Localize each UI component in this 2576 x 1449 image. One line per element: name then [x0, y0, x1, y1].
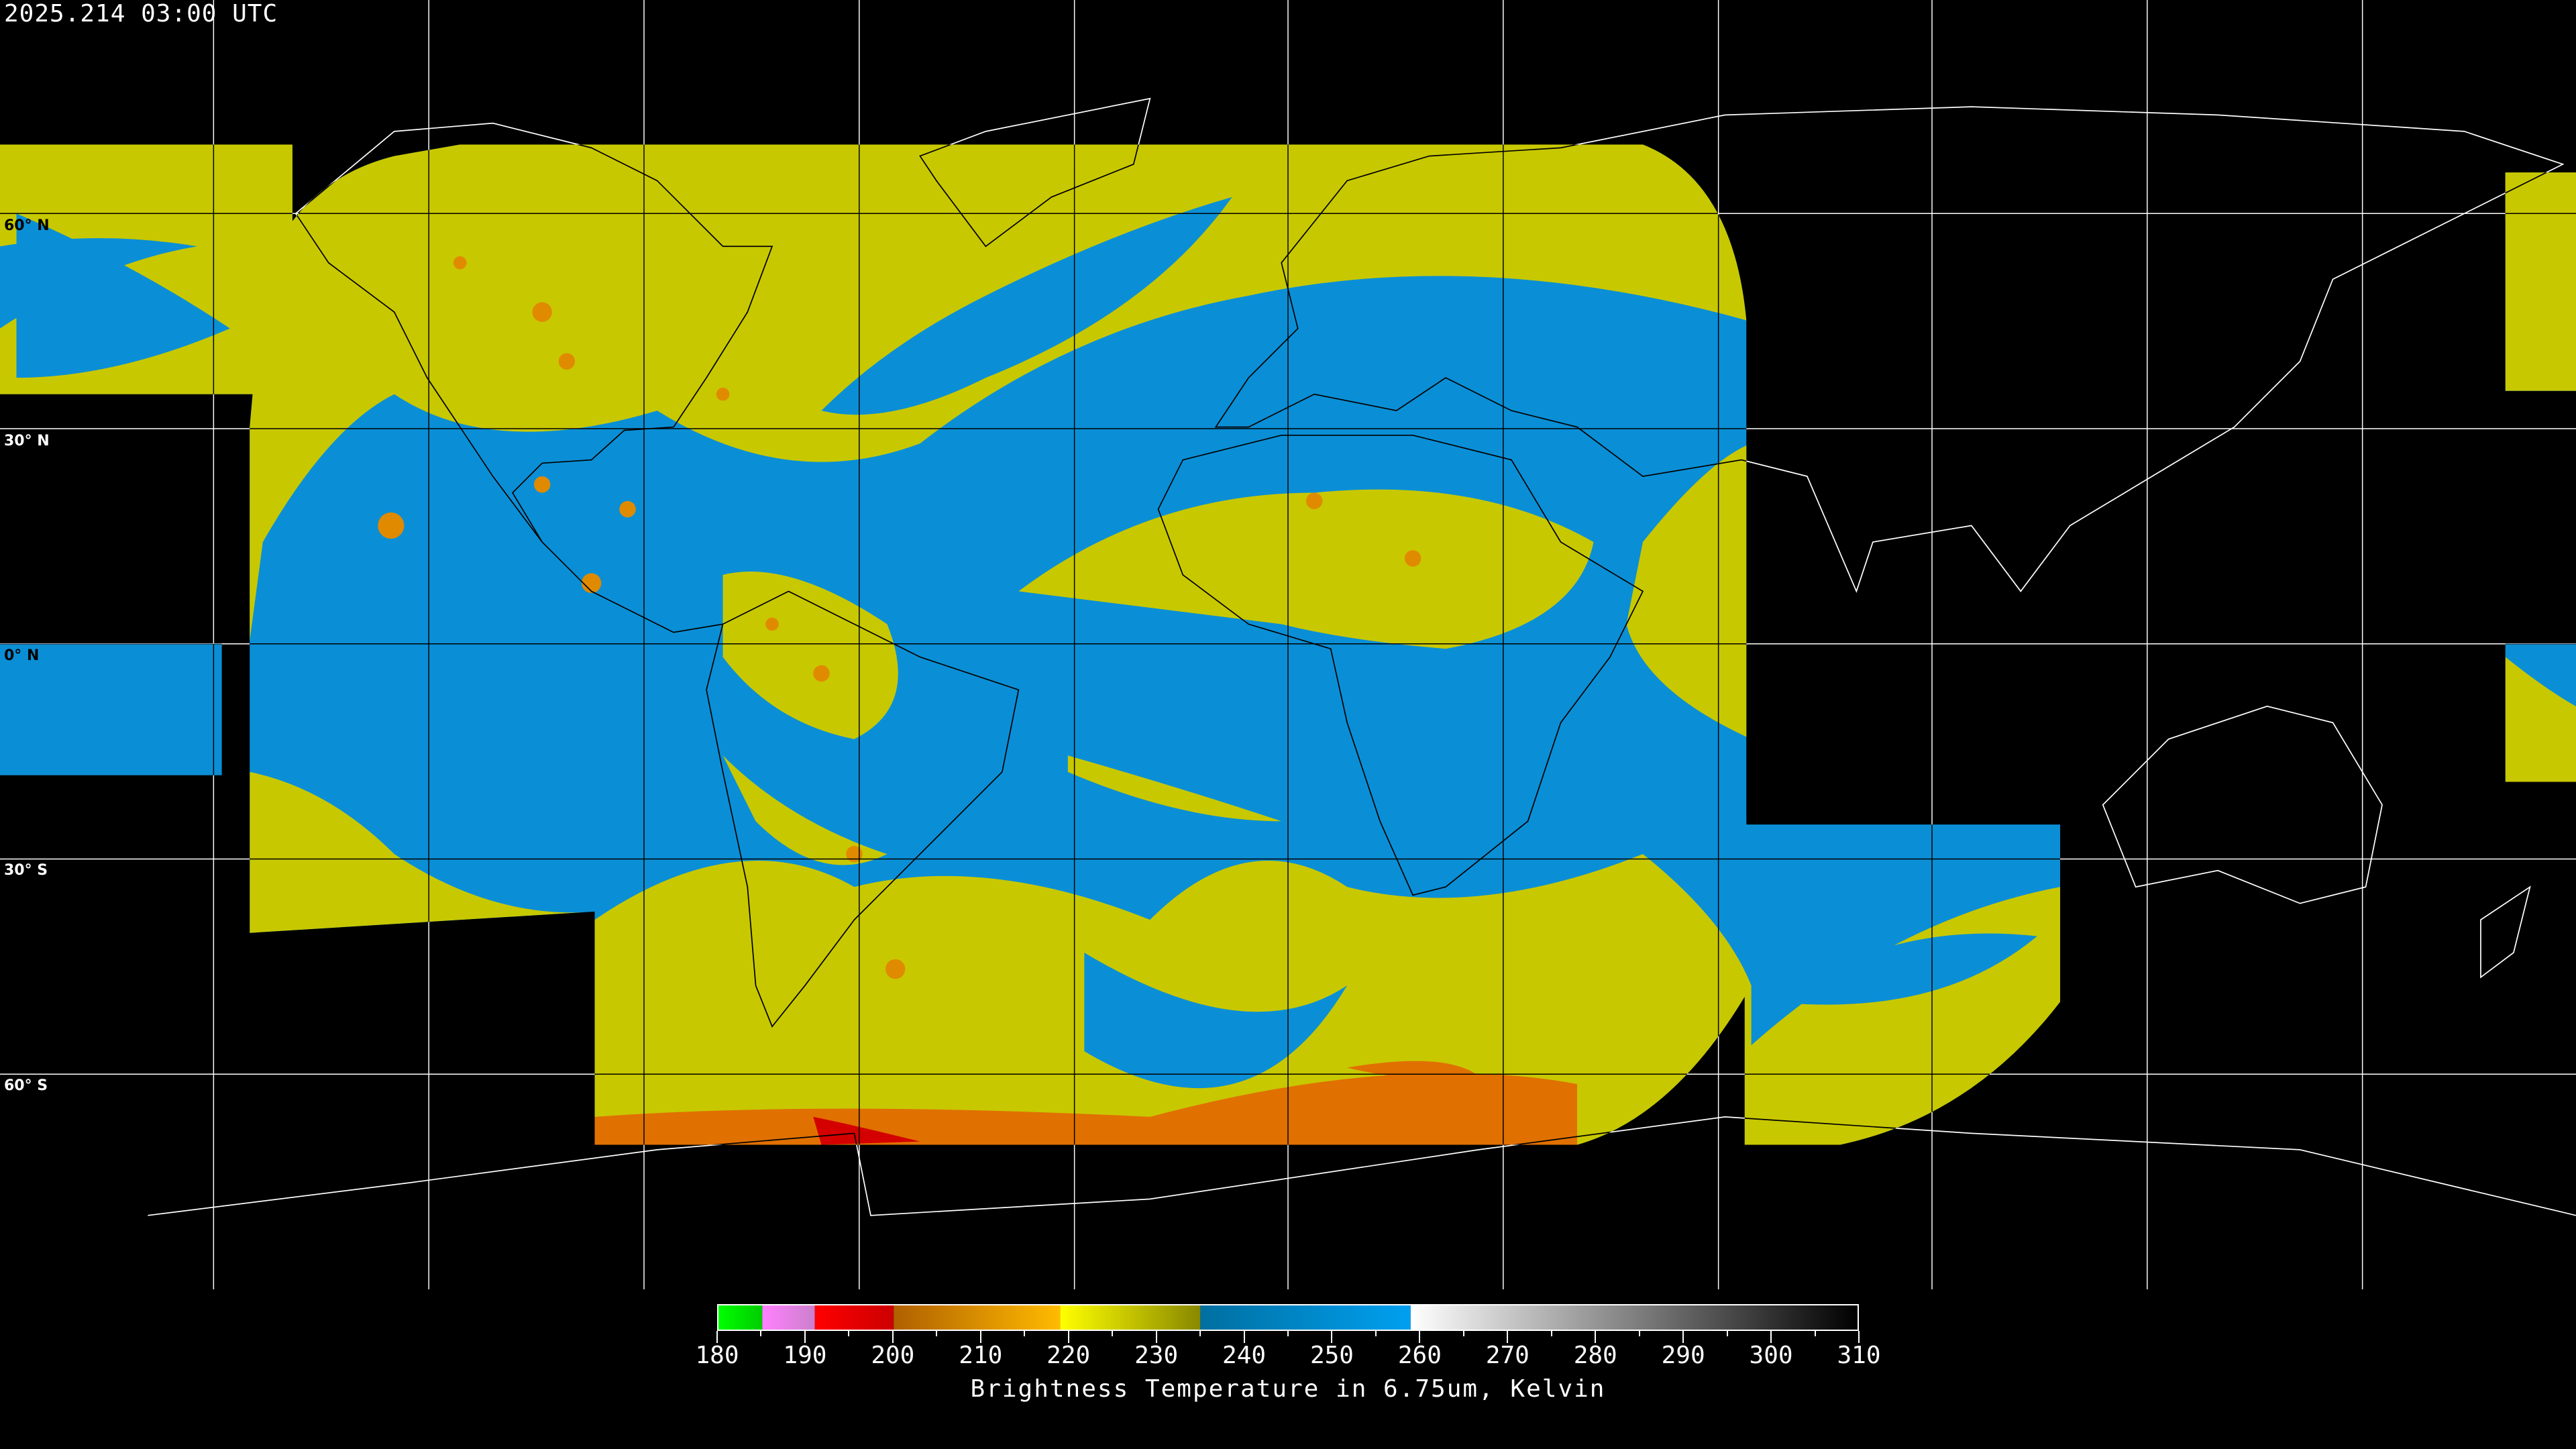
colorbar-tick — [1726, 1331, 1728, 1336]
colorbar-tick — [1638, 1331, 1640, 1336]
colorbar-tick-label: 270 — [1485, 1342, 1529, 1369]
colorbar-title: Brightness Temperature in 6.75um, Kelvin — [970, 1375, 1606, 1403]
colorbar-tick — [1462, 1331, 1464, 1336]
colorbar-tick — [1199, 1331, 1201, 1336]
colorbar-tick — [1243, 1331, 1245, 1343]
colorbar-tick — [892, 1331, 894, 1343]
colorbar-tick-label: 300 — [1749, 1342, 1793, 1369]
colorbar-tick — [936, 1331, 938, 1336]
colorbar-tick — [1112, 1331, 1114, 1336]
colorbar-tick — [1595, 1331, 1597, 1343]
colorbar-tick — [1814, 1331, 1816, 1336]
colorbar-tick-label: 240 — [1222, 1342, 1267, 1369]
colorbar — [717, 1304, 1859, 1331]
colorbar-segment — [1200, 1305, 1411, 1330]
colorbar-tick — [1155, 1331, 1157, 1343]
colorbar-tick-label: 230 — [1134, 1342, 1179, 1369]
latitude-label: 60° S — [4, 1077, 48, 1094]
colorbar-tick-label: 180 — [695, 1342, 739, 1369]
latitude-label: 30° N — [4, 432, 50, 449]
colorbar-segment — [762, 1305, 815, 1330]
satellite-imagery — [0, 144, 2576, 1145]
timestamp-label: 2025.214 03:00 UTC — [4, 0, 278, 28]
colorbar-tick — [1331, 1331, 1333, 1343]
colorbar-tick — [716, 1331, 718, 1343]
colorbar-tick-label: 200 — [871, 1342, 915, 1369]
colorbar-tick-label: 190 — [783, 1342, 827, 1369]
colorbar-tick-label: 280 — [1573, 1342, 1617, 1369]
colorbar-tick — [979, 1331, 981, 1343]
colorbar-tick — [1419, 1331, 1421, 1343]
colorbar-tick — [1770, 1331, 1772, 1343]
colorbar-tick — [1507, 1331, 1509, 1343]
colorbar-tick — [804, 1331, 806, 1343]
latitude-label: 0° N — [4, 647, 40, 664]
colorbar-tick — [1067, 1331, 1069, 1343]
colorbar-tick — [760, 1331, 762, 1336]
colorbar-tick — [1550, 1331, 1552, 1336]
colorbar-tick-label: 220 — [1046, 1342, 1091, 1369]
colorbar-tick — [848, 1331, 850, 1336]
colorbar-tick-label: 260 — [1397, 1342, 1442, 1369]
colorbar-tick-label: 310 — [1837, 1342, 1881, 1369]
colorbar-segment — [718, 1305, 763, 1330]
colorbar-segment — [894, 1305, 1061, 1330]
colorbar-segment — [814, 1305, 894, 1330]
colorbar-tick — [1024, 1331, 1026, 1336]
colorbar-ticks — [716, 1331, 1860, 1344]
colorbar-tick — [1287, 1331, 1289, 1336]
colorbar-tick-label: 290 — [1661, 1342, 1705, 1369]
latitude-label: 30° S — [4, 862, 48, 879]
colorbar-tick — [1682, 1331, 1684, 1343]
colorbar-segment — [1060, 1305, 1201, 1330]
colorbar-tick — [1375, 1331, 1377, 1336]
colorbar-segment — [1410, 1305, 1858, 1330]
colorbar-tick-label: 250 — [1309, 1342, 1354, 1369]
latitude-label: 60° N — [4, 217, 50, 235]
water-vapor-map — [0, 0, 2576, 1289]
colorbar-tick — [1858, 1331, 1860, 1343]
colorbar-tick-label: 210 — [959, 1342, 1003, 1369]
